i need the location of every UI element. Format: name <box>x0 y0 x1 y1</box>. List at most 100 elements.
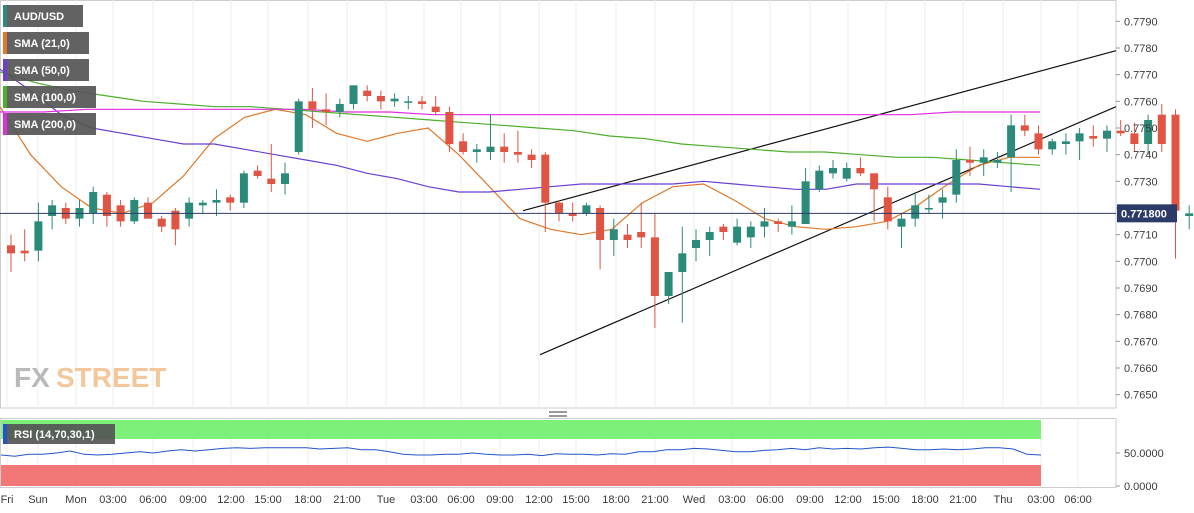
candle <box>500 133 509 163</box>
candle <box>1020 114 1029 136</box>
candle-body <box>993 160 1002 163</box>
y-tick-label: 0.7760 <box>1124 96 1158 108</box>
x-tick-label: 15:00 <box>872 494 900 506</box>
candle-body <box>1034 133 1043 150</box>
candle-body <box>883 197 892 222</box>
candle-body <box>938 197 947 203</box>
candle <box>527 149 536 168</box>
candle-body <box>144 202 152 219</box>
legend-label: SMA (50,0) <box>14 65 70 77</box>
candle-body <box>308 101 317 110</box>
candle-body <box>48 205 57 216</box>
candle <box>157 216 166 232</box>
x-tick-label: 18:00 <box>911 494 939 506</box>
candle <box>335 98 344 118</box>
time-axis: Fri Sun Mon 03:00 06:00 09:00 12:00 15:00 18:00 2… <box>1 494 1092 506</box>
candle <box>1089 125 1098 147</box>
candle-body <box>815 170 824 190</box>
candle <box>1007 114 1016 192</box>
rsi-line <box>0 446 1042 457</box>
candle-body <box>431 106 440 112</box>
candle-body <box>609 229 618 240</box>
x-tick-label: 18:00 <box>294 494 322 506</box>
candle <box>568 202 577 222</box>
legend-swatch <box>3 59 7 81</box>
candle <box>513 130 522 163</box>
candle-body <box>1075 133 1084 142</box>
candle <box>486 114 495 160</box>
candle <box>719 224 728 240</box>
candle-body <box>513 152 522 155</box>
candle-body <box>719 226 728 232</box>
candle-body <box>212 200 221 203</box>
candle <box>1103 125 1111 152</box>
legend-box <box>3 86 96 108</box>
candle-body <box>1144 120 1153 144</box>
candle <box>938 189 947 219</box>
candle <box>993 152 1002 168</box>
legend-label: SMA (100,0) <box>14 92 76 104</box>
y-tick-label: 0.7670 <box>1124 336 1158 348</box>
candle <box>637 202 646 248</box>
x-tick-label: Tue <box>377 494 396 506</box>
x-tick-label: 09:00 <box>796 494 824 506</box>
candle <box>185 197 194 227</box>
candle <box>1130 122 1139 152</box>
y-tick-label: 0.7660 <box>1124 363 1158 375</box>
candle <box>842 162 851 182</box>
x-tick-label: 03:00 <box>718 494 746 506</box>
x-tick-label: 06:00 <box>1064 494 1092 506</box>
candle <box>856 157 865 176</box>
legend-box <box>3 59 89 81</box>
candle-body <box>404 101 413 103</box>
candle <box>664 272 673 304</box>
candle-body <box>870 173 879 190</box>
x-tick-label: Sun <box>28 494 48 506</box>
candle-body <box>294 101 303 152</box>
candle <box>1116 120 1125 136</box>
candle-body <box>692 240 700 248</box>
candle-body <box>787 221 796 227</box>
legend-swatch <box>3 113 7 135</box>
rsi-legend-swatch <box>3 424 7 444</box>
candle <box>596 205 605 270</box>
candle <box>801 168 810 224</box>
candle <box>171 208 180 246</box>
candle <box>1048 138 1057 155</box>
candle-body <box>500 146 509 152</box>
x-tick-label: Wed <box>683 494 705 506</box>
candle-body <box>897 218 906 227</box>
candle-body <box>911 205 920 219</box>
candle <box>404 96 413 110</box>
legend: AUD/USD SMA (21,0) SMA (50,0) SMA (100,0) SM… <box>3 5 567 417</box>
candle-body <box>335 104 344 112</box>
y-tick-label: 0.7710 <box>1124 230 1158 242</box>
candle-body <box>418 101 426 104</box>
candle <box>363 85 372 102</box>
candle <box>979 149 988 176</box>
panel-resize-handle <box>549 415 567 417</box>
candle-body <box>1116 130 1125 134</box>
legend-box <box>3 32 89 54</box>
candle <box>472 144 481 163</box>
candle <box>294 98 303 155</box>
candle-body <box>1171 114 1180 211</box>
legend-label: SMA (200,0) <box>14 119 76 131</box>
candle-body <box>459 141 468 152</box>
candle <box>308 88 317 128</box>
candle <box>883 186 892 230</box>
rising-wedge-lower-line <box>539 106 1117 356</box>
candle-body <box>596 208 605 240</box>
candle-body <box>979 157 988 163</box>
y-tick-label: 0.7750 <box>1124 123 1158 135</box>
x-tick-label: 09:00 <box>179 494 207 506</box>
candle <box>609 218 618 256</box>
y-tick-label: 0.7780 <box>1124 43 1158 55</box>
x-tick-label: 06:00 <box>756 494 784 506</box>
candle <box>253 165 262 179</box>
candle <box>281 162 289 195</box>
candle-body <box>239 173 248 203</box>
watermark-street: STREET <box>56 362 166 393</box>
candle <box>130 197 139 224</box>
